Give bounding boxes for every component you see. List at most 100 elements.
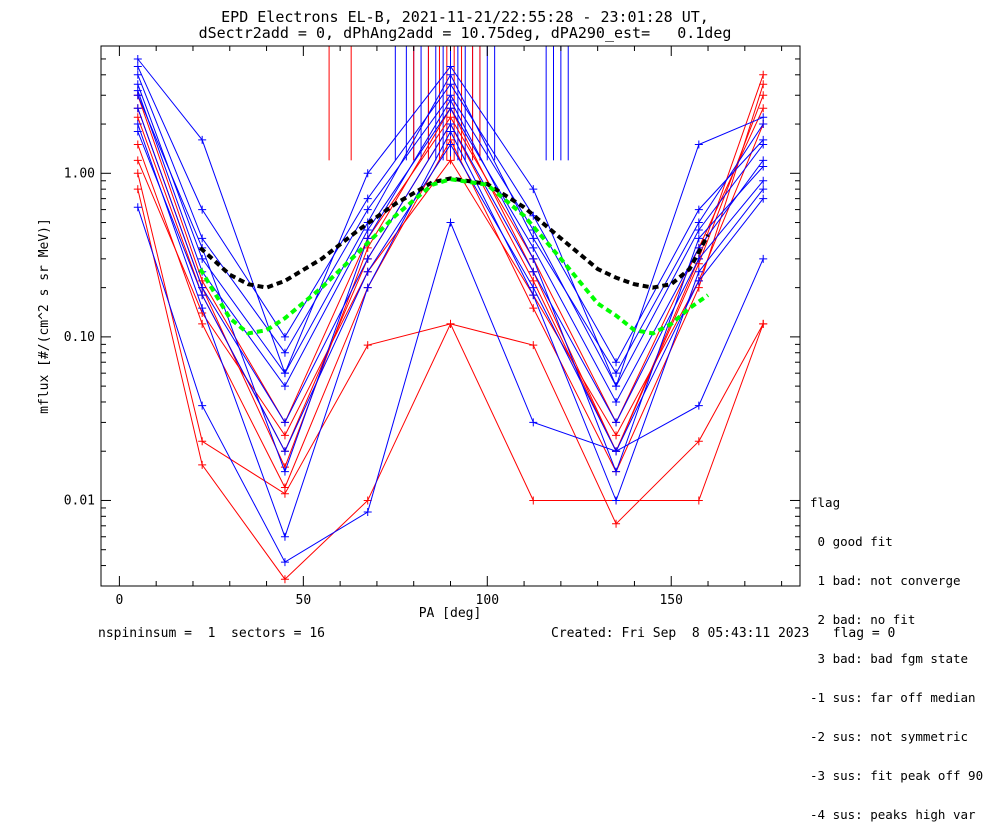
red-series-point — [759, 104, 768, 113]
blue-series-point — [280, 369, 289, 378]
blue-series-point — [446, 218, 455, 227]
blue-series-point — [280, 382, 289, 391]
blue-series-point — [694, 267, 703, 276]
blue-series-point — [446, 62, 455, 71]
red-series-point — [133, 169, 142, 178]
blue-series-point — [363, 205, 372, 214]
red-series-point — [694, 496, 703, 505]
chart-title: EPD Electrons EL-B, 2021-11-21/22:55:28 … — [221, 8, 709, 26]
red-series-point — [759, 319, 768, 328]
legend-title: flag — [810, 495, 841, 510]
red-series-point — [529, 496, 538, 505]
blue-series-point — [759, 162, 768, 171]
blue-series-point — [133, 91, 142, 100]
y-tick-label: 1.00 — [64, 166, 95, 181]
blue-series-line — [137, 207, 764, 563]
blue-series-point — [363, 226, 372, 235]
legend-item: 1 bad: not converge — [810, 573, 961, 588]
blue-series-point — [612, 447, 621, 456]
flag-legend: flag 0 good fit 1 bad: not converge 2 ba… — [810, 470, 983, 834]
blue-series-point — [612, 397, 621, 406]
red-series-point — [198, 319, 207, 328]
blue-series-point — [280, 558, 289, 567]
blue-series-point — [198, 254, 207, 263]
blue-series-point — [363, 283, 372, 292]
blue-series-point — [529, 418, 538, 427]
blue-series-point — [280, 418, 289, 427]
y-tick-label: 0.01 — [64, 493, 95, 508]
legend-item: -4 sus: peaks high var — [810, 807, 976, 822]
red-series-point — [363, 496, 372, 505]
blue-series-point — [133, 54, 142, 63]
blue-series-point — [612, 358, 621, 367]
red-series-point — [759, 80, 768, 89]
blue-series-point — [198, 291, 207, 300]
blue-series-point — [363, 508, 372, 517]
blue-series-point — [759, 185, 768, 194]
x-axis-label: PA [deg] — [419, 606, 482, 621]
blue-series-point — [759, 135, 768, 144]
x-tick-label: 0 — [115, 593, 123, 608]
legend-item: 3 bad: bad fgm state — [810, 651, 969, 666]
red-series-point — [363, 341, 372, 350]
blue-series-point — [133, 120, 142, 129]
blue-series-point — [446, 104, 455, 113]
blue-series-point — [133, 80, 142, 89]
blue-series-point — [529, 185, 538, 194]
red-series-point — [529, 304, 538, 313]
red-series-point — [529, 276, 538, 285]
blue-series-point — [759, 194, 768, 203]
blue-series-point — [198, 135, 207, 144]
blue-series-point — [759, 113, 768, 122]
red-series-point — [694, 283, 703, 292]
chart-subtitle: dSectr2add = 0, dPhAng2add = 10.75deg, d… — [198, 24, 732, 42]
blue-series-point — [446, 70, 455, 79]
blue-series-point — [363, 254, 372, 263]
blue-series-point — [446, 127, 455, 136]
red-series-point — [280, 489, 289, 498]
blue-series-point — [363, 194, 372, 203]
red-series-point — [446, 319, 455, 328]
blue-series-point — [280, 532, 289, 541]
y-axis-label: mflux [#/(cm^2 s sr MeV)] — [37, 218, 52, 414]
red-series-point — [759, 70, 768, 79]
blue-series-point — [694, 234, 703, 243]
red-series-point — [198, 460, 207, 469]
x-tick-label: 50 — [296, 593, 312, 608]
blue-series-point — [446, 96, 455, 105]
blue-series-point — [694, 401, 703, 410]
blue-series-point — [759, 120, 768, 129]
red-series-point — [198, 437, 207, 446]
blue-series-point — [529, 234, 538, 243]
blue-series-point — [133, 62, 142, 71]
blue-series-point — [363, 169, 372, 178]
x-tick-label: 150 — [659, 593, 682, 608]
blue-series-point — [133, 70, 142, 79]
blue-series-point — [694, 218, 703, 227]
red-series-point — [133, 140, 142, 149]
blue-series-point — [612, 467, 621, 476]
legend-item: -1 sus: far off median — [810, 690, 976, 705]
blue-series-point — [198, 304, 207, 313]
legend-item: -3 sus: fit peak off 90 — [810, 768, 984, 783]
legend-item: -2 sus: not symmetric — [810, 729, 969, 744]
red-series-point — [612, 519, 621, 528]
blue-series-point — [133, 203, 142, 212]
red-series-point — [280, 431, 289, 440]
blue-series-point — [280, 348, 289, 357]
red-series-point — [446, 113, 455, 122]
blue-series-point — [694, 226, 703, 235]
blue-series-point — [198, 205, 207, 214]
blue-series-point — [280, 332, 289, 341]
red-series-line — [137, 188, 764, 580]
blue-series-point — [694, 205, 703, 214]
blue-series-point — [529, 291, 538, 300]
blue-series-point — [612, 382, 621, 391]
black-fit-curve — [198, 176, 710, 290]
red-series-point — [759, 91, 768, 100]
blue-series-point — [280, 467, 289, 476]
red-series-point — [694, 437, 703, 446]
blue-series-point — [133, 104, 142, 113]
red-series-point — [133, 156, 142, 165]
green-fit-curve — [198, 177, 710, 336]
